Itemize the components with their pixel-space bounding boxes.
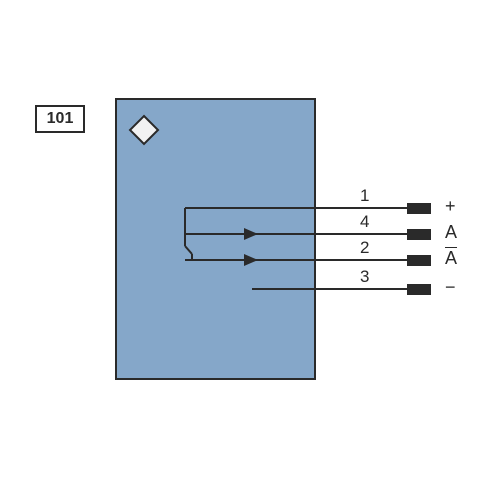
pin-number: 1 [360,186,369,206]
terminal-block [407,229,431,240]
terminal-block [407,284,431,295]
pin-symbol: A [445,222,457,243]
pin-symbol: + [445,196,456,217]
pin-symbol: − [445,277,456,298]
terminal-block [407,203,431,214]
terminal-block [407,255,431,266]
pin-number: 3 [360,267,369,287]
pin-number: 2 [360,238,369,258]
pin-number: 4 [360,212,369,232]
wiring-diagram: { "reference": { "label": "101", "x": 35… [0,0,500,500]
diagram-overlay [0,0,500,500]
pin-symbol: A [445,248,457,269]
